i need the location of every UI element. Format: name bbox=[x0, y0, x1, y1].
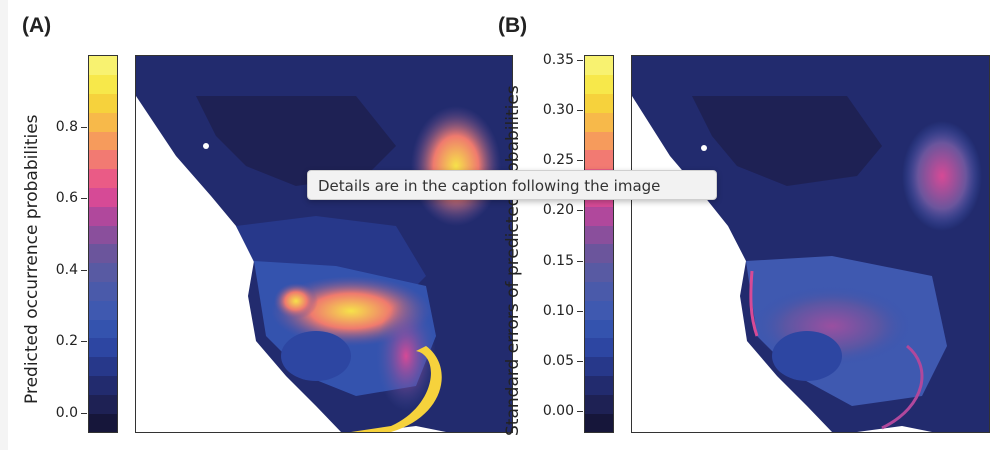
colorbar-segment bbox=[585, 262, 613, 283]
panel-label-b: (B) bbox=[498, 14, 528, 37]
colorbar-a-title: Predicted occurrence probabilities bbox=[22, 114, 42, 404]
colorbar-segment bbox=[89, 131, 117, 151]
colorbar-segment bbox=[585, 56, 613, 76]
colorbar-segment bbox=[585, 413, 613, 433]
colorbar-segment bbox=[89, 74, 117, 95]
colorbar-segment bbox=[585, 356, 613, 377]
colorbar-tick-mark bbox=[577, 110, 583, 112]
colorbar-tick-label: 0.0 bbox=[55, 405, 78, 422]
colorbar-segment bbox=[89, 262, 117, 283]
colorbar-segment bbox=[89, 319, 117, 339]
colorbar-segment bbox=[585, 375, 613, 395]
map-a-svg bbox=[136, 56, 512, 432]
colorbar-segment bbox=[585, 300, 613, 320]
colorbar-tick-mark bbox=[577, 260, 583, 262]
colorbar-tick-label: 0.25 bbox=[542, 152, 574, 169]
colorbar-tick-mark bbox=[81, 198, 87, 200]
colorbar-segment bbox=[89, 356, 117, 377]
colorbar-tick-mark bbox=[81, 269, 87, 271]
map-b-svg bbox=[632, 56, 989, 432]
colorbar-segment bbox=[89, 150, 117, 170]
image-details-tooltip: Details are in the caption following the… bbox=[307, 170, 717, 200]
colorbar-segment bbox=[89, 413, 117, 433]
colorbar-segment bbox=[89, 168, 117, 189]
colorbar-tick-mark bbox=[577, 360, 583, 362]
colorbar-tick-label: 0.4 bbox=[55, 261, 78, 278]
colorbar-tick-label: 0.8 bbox=[55, 118, 78, 135]
colorbar-tick-mark bbox=[577, 60, 583, 61]
colorbar-segment bbox=[89, 300, 117, 320]
map-a-occurrence-probabilities bbox=[135, 55, 513, 433]
colorbar-segment bbox=[585, 206, 613, 226]
colorbar-segment bbox=[89, 244, 117, 264]
colorbar-segment bbox=[89, 93, 117, 113]
colorbar-segment bbox=[585, 150, 613, 170]
colorbar-tick-mark bbox=[81, 341, 87, 343]
colorbar-segment bbox=[585, 244, 613, 264]
colorbar-tick-label: 0.35 bbox=[542, 52, 574, 68]
colorbar-tick-mark bbox=[577, 210, 583, 212]
panel-label-a: (A) bbox=[22, 14, 52, 37]
colorbar-tick-label: 0.15 bbox=[542, 252, 574, 269]
colorbar-segment bbox=[585, 338, 613, 358]
colorbar-segment bbox=[89, 394, 117, 414]
colorbar-segment bbox=[585, 394, 613, 414]
colorbar-segment bbox=[89, 281, 117, 301]
colorbar-tick-label: 0.2 bbox=[55, 333, 78, 350]
colorbar-segment bbox=[585, 93, 613, 113]
colorbar-b bbox=[584, 55, 614, 433]
map-b-standard-errors bbox=[631, 55, 990, 433]
colorbar-tick-mark bbox=[81, 126, 87, 128]
colorbar-segment bbox=[585, 74, 613, 95]
colorbar-tick-label: 0.6 bbox=[55, 190, 78, 207]
colorbar-segment bbox=[89, 225, 117, 245]
colorbar-segment bbox=[89, 187, 117, 207]
colorbar-segment bbox=[89, 338, 117, 358]
colorbar-tick-mark bbox=[577, 310, 583, 312]
colorbar-segment bbox=[89, 112, 117, 132]
colorbar-tick-mark bbox=[81, 413, 87, 415]
colorbar-segment bbox=[585, 319, 613, 339]
colorbar-a bbox=[88, 55, 118, 433]
colorbar-tick-label: 0.30 bbox=[542, 102, 574, 119]
colorbar-segment bbox=[89, 56, 117, 76]
colorbar-tick-label: 0.20 bbox=[542, 202, 574, 219]
colorbar-tick-mark bbox=[577, 410, 583, 412]
colorbar-segment bbox=[89, 206, 117, 226]
colorbar-tick-label: 0.05 bbox=[542, 352, 574, 369]
colorbar-tick-label: 0.00 bbox=[542, 402, 574, 419]
colorbar-segment bbox=[89, 375, 117, 395]
window-edge bbox=[0, 0, 8, 450]
colorbar-tick-mark bbox=[577, 160, 583, 162]
colorbar-segment bbox=[585, 131, 613, 151]
colorbar-segment bbox=[585, 281, 613, 301]
colorbar-tick-label: 0.10 bbox=[542, 302, 574, 319]
colorbar-segment bbox=[585, 112, 613, 132]
colorbar-segment bbox=[585, 225, 613, 245]
